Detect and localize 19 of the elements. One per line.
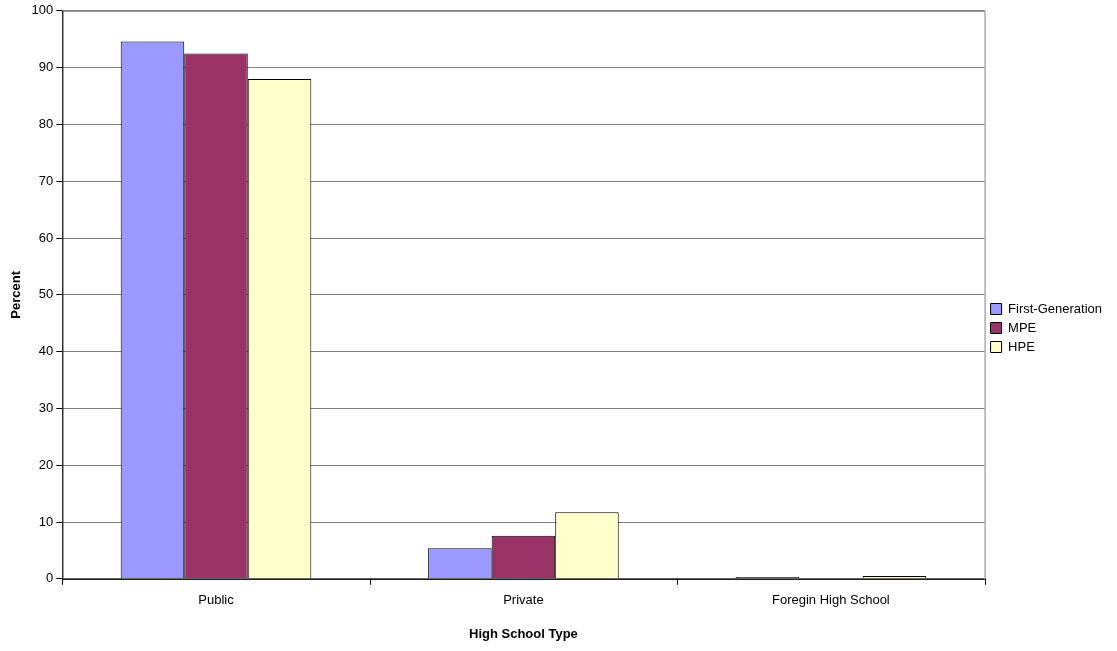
y-tick-label: 10 bbox=[38, 513, 54, 529]
x-axis-title: High School Type bbox=[469, 625, 578, 641]
x-tick-label: Public bbox=[198, 592, 235, 608]
legend-label: First-Generation bbox=[1008, 300, 1102, 316]
y-tick-label: 40 bbox=[38, 343, 54, 359]
y-tick-label: 100 bbox=[31, 2, 54, 18]
y-tick-label: 90 bbox=[38, 59, 54, 75]
x-tick-label: Private bbox=[503, 592, 544, 608]
y-tick-label: 0 bbox=[46, 570, 54, 586]
y-tick-label: 70 bbox=[38, 172, 54, 188]
y-axis-title: Percent bbox=[8, 270, 24, 319]
y-tick-label: 50 bbox=[38, 286, 54, 302]
y-tick-label: 60 bbox=[38, 229, 54, 245]
y-tick-label: 80 bbox=[38, 115, 54, 131]
y-tick-label: 30 bbox=[38, 399, 54, 415]
legend-label: MPE bbox=[1008, 319, 1037, 335]
y-tick-label: 20 bbox=[38, 456, 54, 472]
legend-label: HPE bbox=[1008, 338, 1036, 354]
x-tick-label: Foregin High School bbox=[771, 592, 890, 608]
